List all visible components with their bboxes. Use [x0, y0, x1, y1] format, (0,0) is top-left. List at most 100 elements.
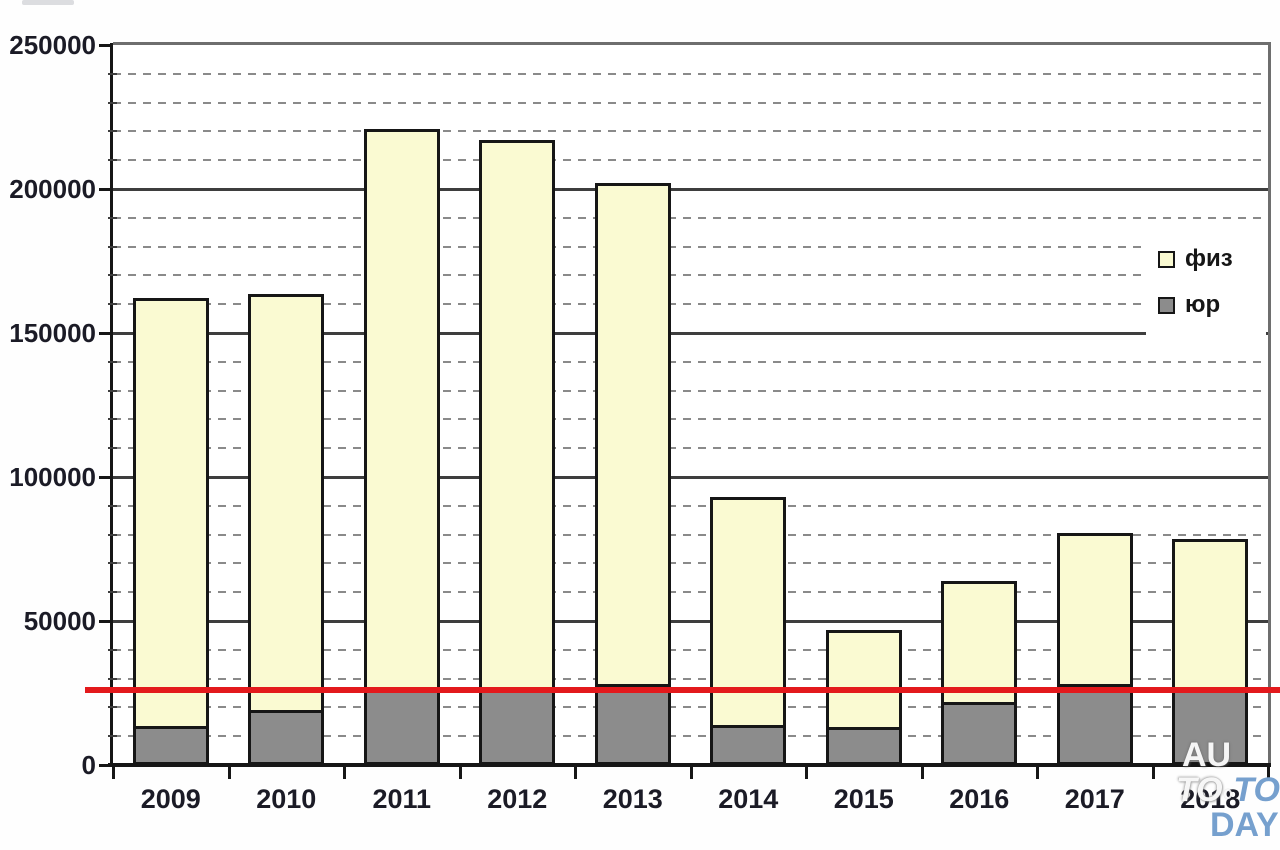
bar-2011: [363, 128, 440, 765]
gridline-major: [113, 332, 1268, 335]
bar-segment-yur-2010: [248, 710, 325, 765]
bar-2009: [132, 298, 209, 765]
bar-2012: [479, 140, 556, 765]
y-tick-label: 0: [81, 750, 96, 780]
x-tick: [1036, 767, 1039, 779]
x-tick-label: 2014: [718, 784, 779, 814]
bar-2013: [594, 183, 671, 765]
bar-segment-yur-2011: [363, 687, 440, 765]
y-major-tick: [99, 44, 113, 47]
bar-2014: [710, 497, 787, 765]
bar-segment-yur-2009: [132, 726, 209, 765]
x-tick-label: 2015: [833, 784, 894, 814]
y-minor-tick: [108, 706, 117, 709]
watermark-autotoday: AU TO TO DAY: [1168, 738, 1280, 843]
y-minor-tick: [108, 447, 117, 450]
reference-line: [85, 687, 1280, 694]
gridline-minor: [113, 562, 1268, 565]
y-minor-tick: [108, 418, 117, 421]
y-minor-tick: [108, 389, 117, 392]
y-minor-tick: [108, 159, 117, 162]
watermark-line3: DAY: [1210, 806, 1279, 844]
x-tick-label: 2016: [949, 784, 1010, 814]
x-tick-label: 2012: [487, 784, 548, 814]
y-minor-tick: [108, 677, 117, 680]
watermark-line1: AU: [1182, 736, 1232, 774]
y-minor-tick: [108, 562, 117, 565]
gridline-minor: [113, 504, 1268, 507]
legend-label-yur: юр: [1185, 291, 1221, 318]
plot-border-right: [1268, 42, 1271, 765]
legend-item-yur: юр: [1158, 293, 1266, 317]
y-axis-line: [110, 43, 113, 767]
bar-2018: [1172, 538, 1249, 765]
watermark-line2-right: TO: [1233, 771, 1280, 809]
gridline-minor: [113, 245, 1268, 248]
gridline-minor: [113, 389, 1268, 392]
bar-segment-yur-2017: [1056, 684, 1133, 765]
y-minor-tick: [108, 533, 117, 536]
y-major-tick: [99, 476, 113, 479]
plot-area: [113, 45, 1268, 765]
gridline-minor: [113, 648, 1268, 651]
y-minor-tick: [108, 504, 117, 507]
x-tick: [1267, 767, 1270, 779]
x-tick-label: 2009: [140, 784, 201, 814]
gridline-minor: [113, 677, 1268, 680]
bar-segment-yur-2012: [479, 687, 556, 765]
y-major-tick: [99, 188, 113, 191]
gridline-minor: [113, 303, 1268, 306]
gridline-minor: [113, 735, 1268, 738]
y-minor-tick: [108, 72, 117, 75]
x-tick: [343, 767, 346, 779]
bar-segment-yur-2015: [825, 727, 902, 765]
x-tick: [112, 767, 115, 779]
gridline-minor: [113, 159, 1268, 162]
bar-segment-yur-2016: [941, 701, 1018, 765]
bar-segment-yur-2013: [594, 684, 671, 765]
y-minor-tick: [108, 735, 117, 738]
legend-swatch-fiz: [1158, 250, 1175, 268]
x-axis-line: [108, 763, 1271, 767]
y-minor-tick: [108, 303, 117, 306]
cropped-text-artifact: [22, 0, 74, 5]
gridline-minor: [113, 360, 1268, 363]
y-minor-tick: [108, 130, 117, 133]
legend-swatch-yur: [1158, 296, 1175, 314]
x-tick: [458, 767, 462, 779]
y-minor-tick: [108, 216, 117, 219]
y-minor-tick: [108, 245, 117, 248]
bar-2010: [248, 294, 325, 765]
legend-label-fiz: физ: [1185, 245, 1233, 272]
y-tick-label: 250000: [9, 30, 96, 60]
y-minor-tick: [108, 274, 117, 277]
x-tick-label: 2017: [1064, 784, 1125, 814]
gridline-minor: [113, 72, 1268, 75]
y-tick-label: 200000: [9, 174, 96, 204]
gridline-minor: [113, 274, 1268, 277]
watermark-ring-icon: [1223, 788, 1233, 799]
gridline-major: [113, 476, 1268, 479]
x-tick-label: 2010: [256, 784, 317, 814]
legend: физ юр: [1146, 228, 1266, 336]
y-major-tick: [99, 332, 113, 335]
y-minor-tick: [108, 101, 117, 104]
bar-2016: [941, 580, 1018, 765]
gridline-minor: [113, 418, 1268, 421]
plot-border-top: [113, 42, 1271, 45]
y-major-tick: [99, 764, 113, 767]
gridline-minor: [113, 216, 1268, 219]
gridline-minor: [113, 706, 1268, 709]
y-tick-label: 150000: [9, 318, 96, 348]
bar-2015: [825, 629, 902, 765]
y-minor-tick: [108, 591, 117, 594]
gridline-minor: [113, 447, 1268, 450]
bar-segment-yur-2014: [710, 724, 787, 765]
bar-segment-yur-2018: [1172, 687, 1249, 765]
legend-item-fiz: физ: [1158, 247, 1266, 271]
x-tick-label: 2013: [602, 784, 663, 814]
x-tick: [805, 767, 808, 779]
x-tick-label: 2011: [372, 784, 432, 814]
gridline-major: [113, 620, 1268, 623]
